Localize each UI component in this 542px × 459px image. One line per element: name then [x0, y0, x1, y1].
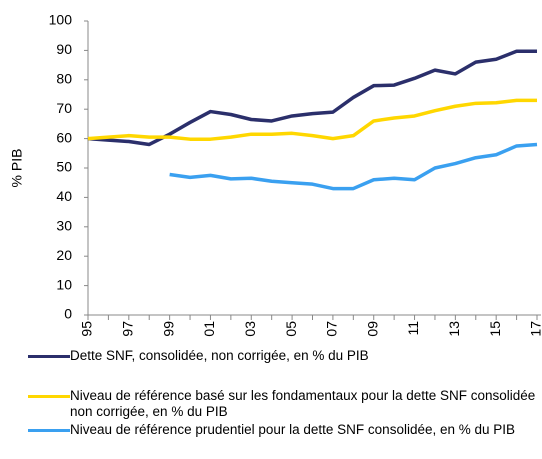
y-tick-label: 0 — [64, 306, 72, 322]
y-tick-label: 100 — [49, 12, 73, 28]
y-tick-label: 10 — [56, 276, 72, 292]
x-tick-label: 09 — [364, 321, 380, 337]
legend-label: Niveau de référence basé sur les fondame… — [70, 388, 536, 419]
x-tick-label: 95 — [79, 321, 95, 337]
x-tick-label: 07 — [324, 321, 340, 337]
legend-swatch — [28, 395, 70, 398]
x-tick-label: 99 — [160, 321, 176, 337]
x-tick-label: 15 — [487, 321, 503, 337]
legend-swatch — [28, 429, 70, 432]
y-tick-label: 20 — [56, 247, 72, 263]
y-tick-label: 60 — [56, 129, 72, 145]
chart: % PIB 0 10 20 30 40 50 60 70 80 90 100 95 97 99 01 03 05… — [9, 12, 542, 337]
x-tick-label: 03 — [242, 321, 258, 337]
x-tick-label: 17 — [528, 321, 542, 337]
y-tick-label: 90 — [56, 41, 72, 57]
x-tick-label: 05 — [283, 321, 299, 337]
x-tick-label: 13 — [446, 321, 462, 337]
y-tick-label: 40 — [56, 188, 72, 204]
x-tick-label: 01 — [201, 321, 217, 337]
y-tick-label: 30 — [56, 218, 72, 234]
legend-entry: Niveau de référence prudentiel pour la d… — [28, 422, 540, 438]
legend-label: Dette SNF, consolidée, non corrigée, en … — [70, 348, 369, 363]
legend-swatch — [28, 355, 70, 358]
y-tick-label: 50 — [56, 159, 72, 175]
y-tick-label: 80 — [56, 71, 72, 87]
line-series — [87, 49, 537, 147]
legend-label: Niveau de référence prudentiel pour la d… — [70, 422, 516, 437]
x-tick-label: 97 — [120, 321, 136, 337]
line-series — [87, 98, 537, 141]
legend-entry: Dette SNF, consolidée, non corrigée, en … — [28, 348, 540, 364]
legend-entry: Niveau de référence basé sur les fondame… — [28, 388, 540, 420]
y-axis-label: % PIB — [9, 149, 25, 188]
line-series — [169, 142, 538, 191]
y-tick-label: 70 — [56, 100, 72, 116]
x-tick-label: 11 — [405, 321, 421, 336]
